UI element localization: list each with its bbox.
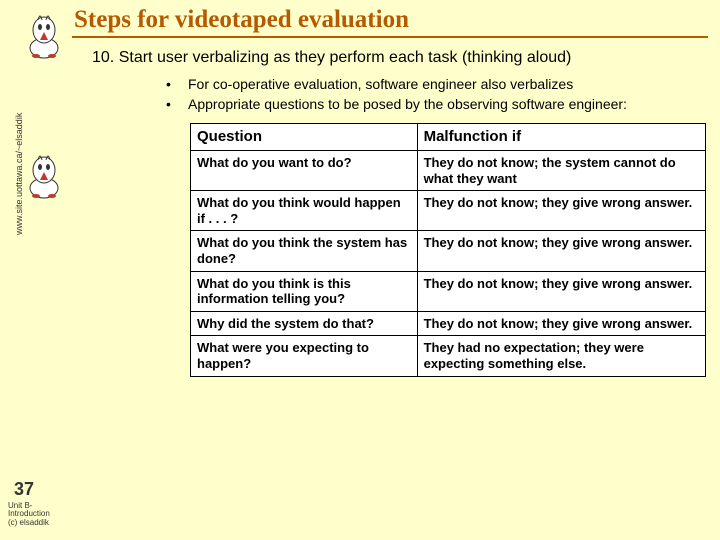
header-question: Question bbox=[191, 124, 418, 151]
table-row: What do you want to do? They do not know… bbox=[191, 151, 706, 191]
cell-malfunction: They do not know; the system cannot do w… bbox=[417, 151, 705, 191]
cell-question: What do you want to do? bbox=[191, 151, 418, 191]
table-row: What were you expecting to happen? They … bbox=[191, 336, 706, 376]
step-text: 10. Start user verbalizing as they perfo… bbox=[92, 48, 692, 68]
bullet-text: For co-operative evaluation, software en… bbox=[188, 76, 573, 94]
sub-bullets: • For co-operative evaluation, software … bbox=[166, 76, 706, 113]
table-row: Why did the system do that? They do not … bbox=[191, 311, 706, 336]
sidebar-url: www.site.uottawa.ca/~elsaddik bbox=[14, 55, 24, 235]
page-number: 37 bbox=[14, 479, 34, 500]
sidebar: www.site.uottawa.ca/~elsaddik bbox=[0, 0, 70, 540]
cell-malfunction: They do not know; they give wrong answer… bbox=[417, 311, 705, 336]
step-body: Start user verbalizing as they perform e… bbox=[119, 49, 572, 66]
mascot-icon-top bbox=[26, 10, 62, 60]
cell-question: What were you expecting to happen? bbox=[191, 336, 418, 376]
content: Steps for videotaped evaluation 10. Star… bbox=[70, 0, 720, 540]
bullet-dot: • bbox=[166, 76, 188, 94]
qa-table: Question Malfunction if What do you want… bbox=[190, 123, 706, 377]
cell-malfunction: They had no expectation; they were expec… bbox=[417, 336, 705, 376]
cell-question: What do you think is this information te… bbox=[191, 271, 418, 311]
slide: www.site.uottawa.ca/~elsaddik bbox=[0, 0, 720, 540]
table-row: What do you think the system has done? T… bbox=[191, 231, 706, 271]
footer-credit: Unit B-Introduction (c) elsaddik bbox=[8, 502, 70, 528]
cell-question: What do you think the system has done? bbox=[191, 231, 418, 271]
qa-table-wrap: Question Malfunction if What do you want… bbox=[190, 123, 706, 377]
cell-question: Why did the system do that? bbox=[191, 311, 418, 336]
bullet-row: • Appropriate questions to be posed by t… bbox=[166, 96, 706, 114]
mascot-icon-mid bbox=[26, 150, 62, 200]
table-header-row: Question Malfunction if bbox=[191, 124, 706, 151]
table-row: What do you think would happen if . . . … bbox=[191, 191, 706, 231]
header-malfunction: Malfunction if bbox=[417, 124, 705, 151]
title-underline bbox=[72, 36, 708, 38]
cell-malfunction: They do not know; they give wrong answer… bbox=[417, 271, 705, 311]
bullet-text: Appropriate questions to be posed by the… bbox=[188, 96, 627, 114]
cell-question: What do you think would happen if . . . … bbox=[191, 191, 418, 231]
step-number: 10. bbox=[92, 49, 114, 66]
cell-malfunction: They do not know; they give wrong answer… bbox=[417, 191, 705, 231]
bullet-row: • For co-operative evaluation, software … bbox=[166, 76, 706, 94]
footer-line2: (c) elsaddik bbox=[8, 519, 70, 528]
table-row: What do you think is this information te… bbox=[191, 271, 706, 311]
footer-line1: Unit B-Introduction bbox=[8, 502, 70, 520]
slide-title: Steps for videotaped evaluation bbox=[74, 6, 720, 34]
cell-malfunction: They do not know; they give wrong answer… bbox=[417, 231, 705, 271]
bullet-dot: • bbox=[166, 96, 188, 114]
